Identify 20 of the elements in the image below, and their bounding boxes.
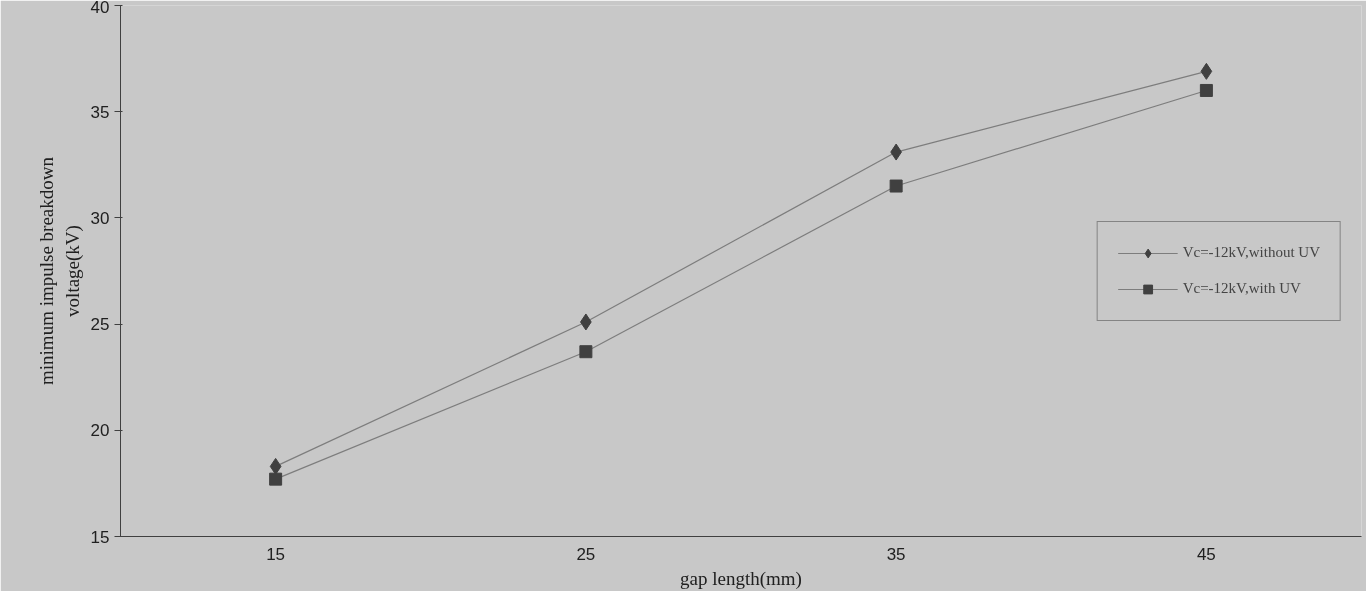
legend-label: Vc=-12kV,with UV — [1182, 280, 1301, 297]
x-tick-label: 15 — [266, 544, 286, 564]
y-tick-label: 35 — [90, 102, 110, 122]
y-axis-title: minimum impulse breakdown voltage(kV) — [36, 156, 84, 385]
point — [1200, 62, 1213, 80]
point — [889, 179, 903, 193]
y-tick-label: 30 — [90, 208, 110, 228]
x-tick-label: 45 — [1196, 544, 1216, 564]
y-tick-label: 20 — [90, 421, 110, 441]
x-axis-title: gap length(mm) — [680, 567, 802, 590]
x-tick-label: 25 — [576, 544, 596, 564]
legend-label: Vc=-12kV,without UV — [1182, 244, 1320, 261]
y-tick-label: 25 — [90, 315, 110, 335]
x-tick-label: 35 — [886, 544, 906, 564]
point — [1199, 83, 1213, 97]
y-tick-label: 15 — [90, 527, 110, 547]
point — [579, 345, 593, 359]
y-tick-label: 40 — [90, 0, 110, 17]
point — [269, 472, 283, 486]
point — [269, 457, 282, 475]
